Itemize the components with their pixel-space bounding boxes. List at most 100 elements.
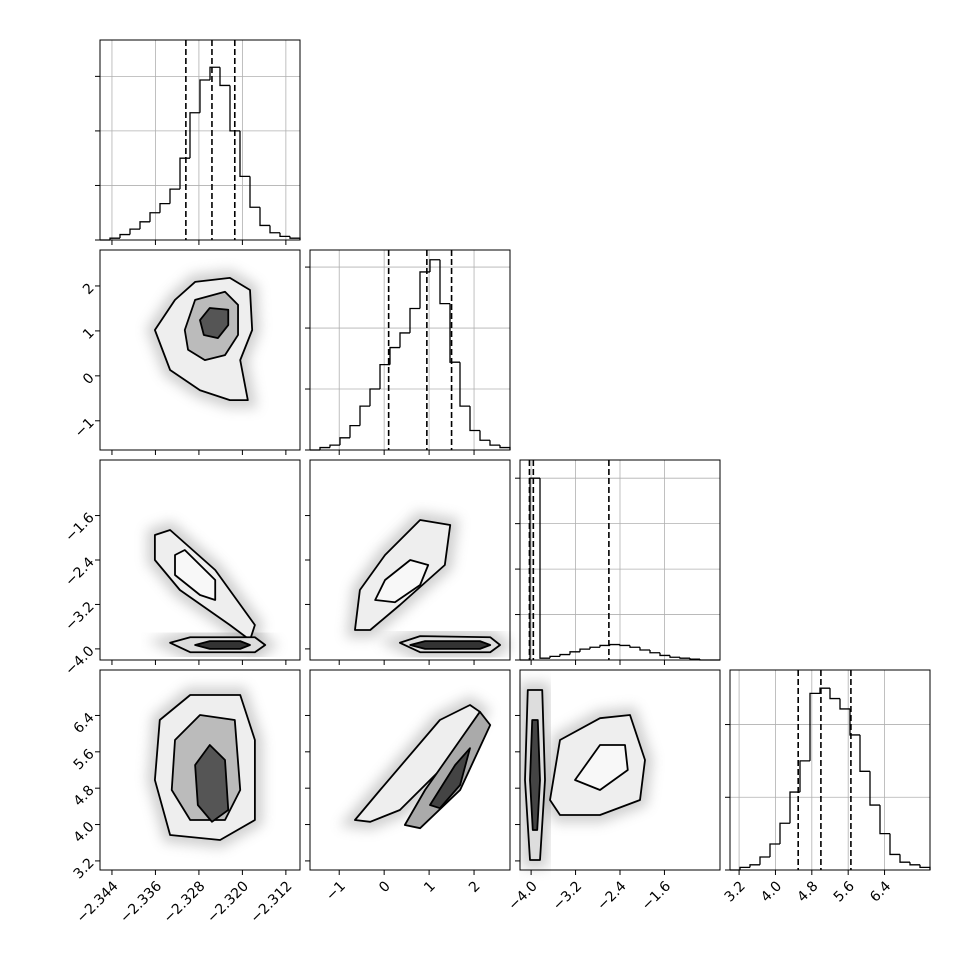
histogram-bin	[189, 112, 200, 159]
histogram-bin	[559, 653, 570, 657]
y-tick-label: 6.4	[71, 710, 98, 737]
histogram-bin	[449, 303, 460, 363]
panel-frame	[309, 669, 511, 871]
histogram-bin	[359, 405, 370, 426]
y-tick-label: −2.4	[62, 554, 97, 589]
contour	[574, 744, 629, 791]
histogram-bin	[639, 647, 650, 651]
histogram-bin	[879, 805, 890, 835]
histogram-bin	[179, 157, 190, 190]
histogram-bin	[569, 651, 580, 655]
histogram-bin	[239, 130, 250, 178]
histogram-bin	[619, 644, 630, 647]
histogram-bin	[909, 862, 920, 866]
histogram-bin	[139, 221, 150, 230]
histogram-bin	[109, 237, 120, 240]
histogram-bin	[689, 658, 700, 660]
x-tick-label: −4.0	[505, 878, 540, 913]
histogram-bin	[859, 734, 870, 772]
y-tick-label: 4.8	[71, 783, 98, 810]
x-tick-label: 4.0	[758, 878, 785, 905]
histogram-bin	[769, 843, 780, 858]
histogram-bin	[119, 233, 130, 239]
histogram-bin	[459, 362, 470, 407]
x-tick-label: −1	[323, 878, 349, 904]
histogram-bin	[369, 388, 380, 407]
contour	[194, 744, 230, 823]
x-tick-label: 2	[466, 878, 484, 896]
histogram-bin	[479, 430, 490, 441]
histogram-bin	[759, 856, 770, 865]
y-tick-label: 2	[80, 280, 98, 298]
x-tick-label: 3.2	[722, 878, 749, 905]
x-tick-label: −1.6	[639, 878, 674, 913]
histogram-bin	[869, 771, 880, 806]
histogram-bin	[329, 444, 340, 448]
histogram-bin	[349, 424, 360, 438]
contour	[409, 640, 492, 650]
histogram-bin	[819, 687, 830, 694]
histogram-bin	[779, 822, 790, 845]
histogram-bin	[469, 406, 480, 432]
histogram-bin	[429, 259, 440, 272]
y-tick-label: −4.0	[62, 643, 97, 678]
x-tick-label: 1	[421, 878, 439, 896]
histogram-bin	[379, 363, 390, 390]
contour	[429, 747, 471, 810]
contour	[199, 307, 230, 339]
histogram-bin	[499, 445, 511, 450]
x-tick-label: 0	[376, 878, 394, 896]
histogram-bin	[739, 866, 750, 870]
x-tick-label: −2.4	[594, 878, 629, 913]
histogram-bin	[659, 652, 670, 657]
histogram-bin	[889, 833, 900, 856]
histogram-bin	[209, 66, 220, 80]
histogram-bin	[789, 791, 800, 824]
histogram-bin	[279, 232, 290, 238]
contour	[174, 549, 217, 601]
panel-frame	[99, 669, 301, 871]
panel-frame	[519, 669, 721, 871]
x-tick-label: −2.312	[248, 878, 296, 926]
histogram-bin	[649, 650, 660, 654]
y-tick-label: 5.6	[71, 746, 98, 773]
y-tick-label: 4.0	[71, 819, 98, 846]
histogram-bin	[679, 657, 690, 659]
y-tick-label: 0	[80, 370, 98, 388]
panel-frame	[519, 459, 721, 661]
x-tick-label: −2.336	[117, 878, 165, 926]
y-tick-label: −1	[72, 415, 98, 441]
histogram-bin	[169, 188, 180, 204]
x-tick-label: −2.344	[74, 878, 122, 926]
panel-frame	[309, 459, 511, 661]
histogram-bin	[409, 307, 420, 333]
histogram-bin	[439, 259, 450, 305]
histogram-bin	[339, 437, 350, 446]
histogram-bin	[549, 655, 560, 659]
histogram-bin	[539, 478, 550, 659]
panel-frame	[99, 459, 301, 661]
contour	[194, 640, 251, 650]
histogram-bin	[149, 212, 160, 222]
histogram-bin	[609, 643, 620, 646]
histogram-bin	[669, 655, 680, 658]
histogram-bin	[229, 85, 240, 132]
contour	[403, 710, 492, 830]
panel-frame	[309, 249, 511, 451]
x-tick-label: −2.328	[161, 878, 209, 926]
histogram-bin	[319, 446, 330, 450]
histogram-bin	[219, 67, 230, 87]
contour	[374, 559, 430, 604]
histogram-bin	[749, 864, 760, 868]
histogram-bin	[579, 648, 590, 652]
histogram-bin	[919, 864, 931, 870]
y-tick-label: −1.6	[62, 510, 97, 545]
histogram-bin	[849, 708, 860, 736]
histogram-bin	[249, 176, 260, 208]
histogram-bin	[199, 79, 210, 113]
y-tick-label: 1	[80, 325, 98, 343]
histogram-bin	[489, 440, 500, 446]
histogram-bin	[129, 228, 140, 235]
histogram-bin	[839, 698, 850, 710]
